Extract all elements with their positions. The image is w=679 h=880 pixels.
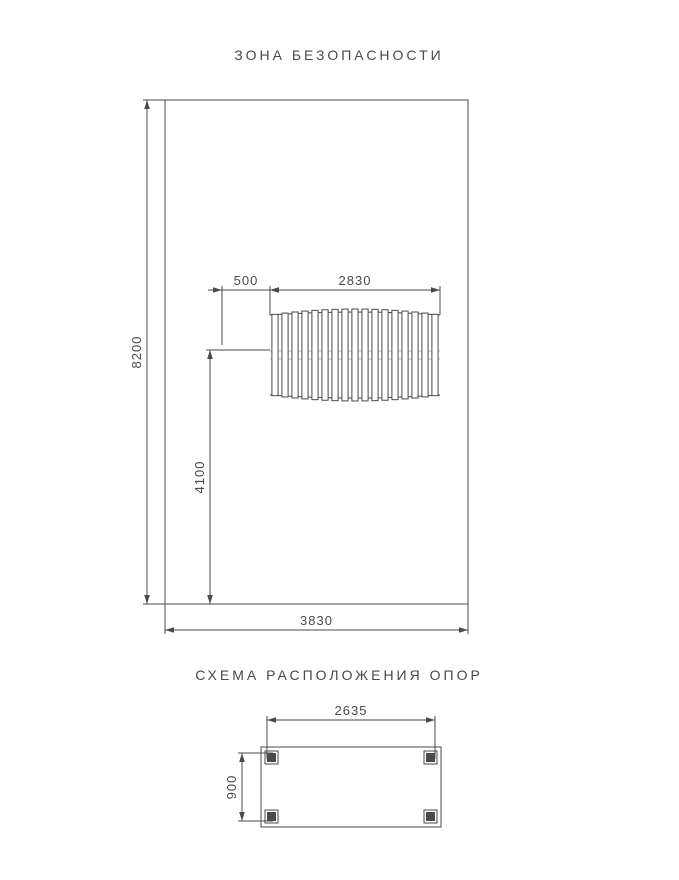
technical-drawing: ЗОНА БЕЗОПАСНОСТИ 8200 4100 3830 500 283…	[0, 0, 679, 880]
dim-8200: 8200	[129, 100, 165, 604]
svg-text:2830: 2830	[339, 273, 372, 288]
equipment-plan	[210, 309, 440, 401]
support-layout	[261, 747, 441, 827]
svg-text:4100: 4100	[192, 461, 207, 494]
svg-text:8200: 8200	[129, 336, 144, 369]
dim-3830: 3830	[165, 604, 468, 634]
dim-2635: 2635	[267, 703, 435, 759]
dim-900: 900	[224, 753, 273, 821]
dim-4100: 4100	[192, 350, 222, 604]
supports-title: СХЕМА РАСПОЛОЖЕНИЯ ОПОР	[195, 667, 483, 683]
svg-text:500: 500	[234, 273, 259, 288]
dim-500: 500	[208, 273, 279, 345]
svg-text:900: 900	[224, 775, 239, 800]
svg-text:3830: 3830	[300, 613, 333, 628]
svg-text:2635: 2635	[335, 703, 368, 718]
zone-title: ЗОНА БЕЗОПАСНОСТИ	[234, 47, 443, 63]
